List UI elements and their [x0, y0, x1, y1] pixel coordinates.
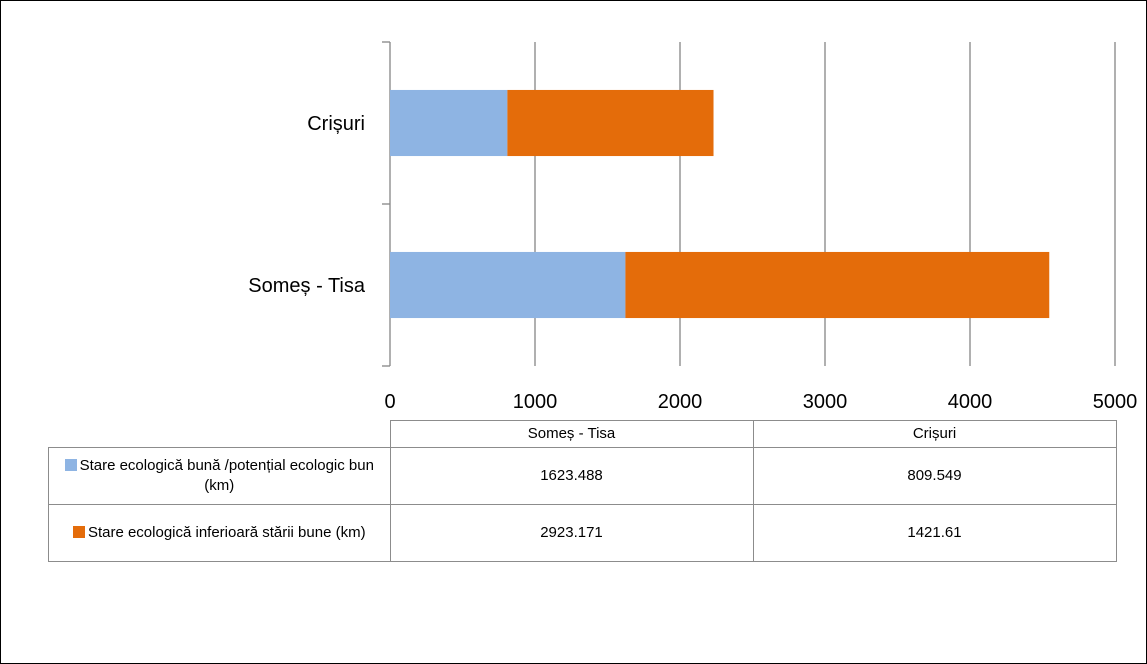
data-table-corner: [48, 420, 391, 448]
data-table-header-row: Someș - Tisa Crișuri: [48, 420, 1117, 448]
legend-swatch-good: [64, 458, 77, 471]
data-table: Someș - Tisa Crișuri Stare ecologică bun…: [48, 420, 1117, 562]
bar-segment: [625, 251, 1050, 319]
category-label: Crișuri: [307, 113, 365, 135]
data-table-row: Stare ecologică inferioară stării bune (…: [48, 503, 1117, 562]
legend-label-below-good: Stare ecologică inferioară stării bune (…: [87, 523, 366, 541]
category-label: Someș - Tisa: [248, 275, 366, 297]
x-tick-label: 3000: [803, 391, 848, 413]
x-tick-label: 1000: [513, 391, 558, 413]
legend-label-good: Stare ecologică bună /potențial ecologic…: [79, 456, 374, 494]
data-table-cell: 1421.61: [752, 503, 1117, 562]
bar-segment: [507, 89, 714, 157]
x-tick-label: 0: [384, 391, 395, 413]
data-table-cell: 1623.488: [389, 446, 754, 505]
x-tick-label: 2000: [658, 391, 703, 413]
legend-swatch-below-good: [72, 525, 85, 538]
bar-segment: [390, 251, 626, 319]
x-tick-label: 5000: [1093, 391, 1138, 413]
data-table-header-cell: Crișuri: [752, 420, 1117, 448]
bar-segment: [390, 89, 508, 157]
data-table-row-header: Stare ecologică inferioară stării bune (…: [48, 503, 391, 562]
data-table-header-cell: Someș - Tisa: [389, 420, 754, 448]
data-table-row-header: Stare ecologică bună /potențial ecologic…: [48, 446, 391, 505]
data-table-row: Stare ecologică bună /potențial ecologic…: [48, 446, 1117, 505]
data-table-cell: 809.549: [752, 446, 1117, 505]
x-tick-label: 4000: [948, 391, 993, 413]
data-table-cell: 2923.171: [389, 503, 754, 562]
